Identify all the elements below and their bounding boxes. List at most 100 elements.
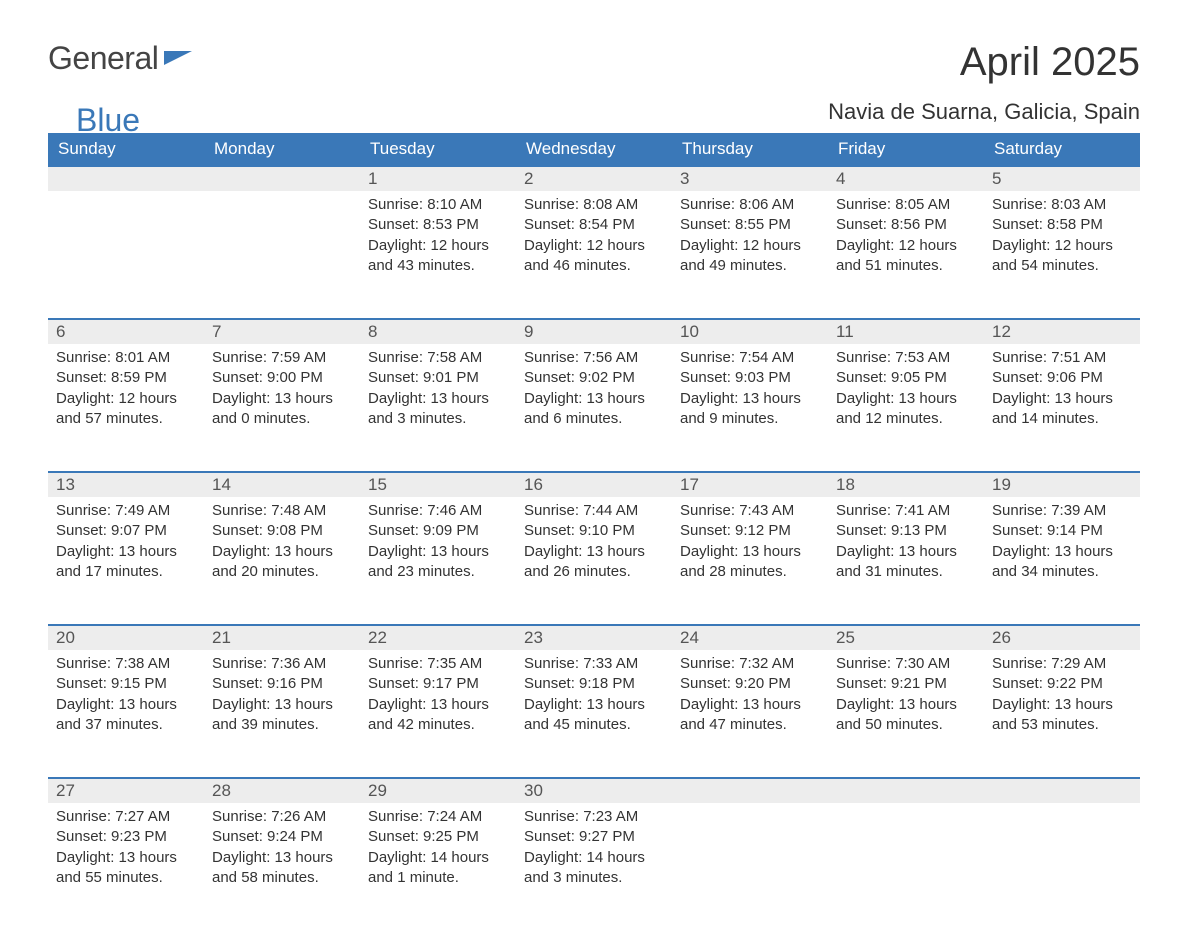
- day-content-cell: Sunrise: 7:35 AMSunset: 9:17 PMDaylight:…: [360, 650, 516, 778]
- day-number-cell: 23: [516, 625, 672, 650]
- day-number-cell: [204, 166, 360, 191]
- sunset-line: Sunset: 9:17 PM: [368, 674, 508, 694]
- day-number-cell: 4: [828, 166, 984, 191]
- sunset-line: Sunset: 9:27 PM: [524, 827, 664, 847]
- sunrise-line: Sunrise: 7:56 AM: [524, 348, 664, 368]
- day-content-row: Sunrise: 7:27 AMSunset: 9:23 PMDaylight:…: [48, 803, 1140, 931]
- day-number-cell: 1: [360, 166, 516, 191]
- sunrise-line: Sunrise: 8:01 AM: [56, 348, 196, 368]
- daylight-line: Daylight: 13 hours and 9 minutes.: [680, 389, 820, 430]
- sunrise-line: Sunrise: 8:06 AM: [680, 195, 820, 215]
- daynum-row: 13141516171819: [48, 472, 1140, 497]
- day-number-cell: 21: [204, 625, 360, 650]
- sunset-line: Sunset: 9:00 PM: [212, 368, 352, 388]
- sunset-line: Sunset: 9:08 PM: [212, 521, 352, 541]
- day-number-cell: 14: [204, 472, 360, 497]
- day-content-cell: Sunrise: 7:26 AMSunset: 9:24 PMDaylight:…: [204, 803, 360, 931]
- sunrise-line: Sunrise: 7:23 AM: [524, 807, 664, 827]
- day-content-row: Sunrise: 7:49 AMSunset: 9:07 PMDaylight:…: [48, 497, 1140, 625]
- daylight-line: Daylight: 13 hours and 14 minutes.: [992, 389, 1132, 430]
- day-number-cell: 29: [360, 778, 516, 803]
- day-content-cell: Sunrise: 7:29 AMSunset: 9:22 PMDaylight:…: [984, 650, 1140, 778]
- day-number-cell: 27: [48, 778, 204, 803]
- day-content-cell: Sunrise: 7:59 AMSunset: 9:00 PMDaylight:…: [204, 344, 360, 472]
- sunrise-line: Sunrise: 7:53 AM: [836, 348, 976, 368]
- sunset-line: Sunset: 9:24 PM: [212, 827, 352, 847]
- brand-logo: General: [48, 40, 192, 77]
- sunrise-line: Sunrise: 7:36 AM: [212, 654, 352, 674]
- day-number-cell: [672, 778, 828, 803]
- day-content-cell: Sunrise: 8:10 AMSunset: 8:53 PMDaylight:…: [360, 191, 516, 319]
- day-content-cell: Sunrise: 8:05 AMSunset: 8:56 PMDaylight:…: [828, 191, 984, 319]
- day-content-cell: [204, 191, 360, 319]
- daylight-line: Daylight: 13 hours and 55 minutes.: [56, 848, 196, 889]
- day-number-cell: 9: [516, 319, 672, 344]
- calendar-table: Sunday Monday Tuesday Wednesday Thursday…: [48, 133, 1140, 931]
- day-content-cell: [984, 803, 1140, 931]
- weekday-header: Wednesday: [516, 133, 672, 166]
- day-content-cell: Sunrise: 8:01 AMSunset: 8:59 PMDaylight:…: [48, 344, 204, 472]
- daylight-line: Daylight: 13 hours and 47 minutes.: [680, 695, 820, 736]
- location-label: Navia de Suarna, Galicia, Spain: [828, 99, 1140, 125]
- day-number-cell: 7: [204, 319, 360, 344]
- day-content-cell: Sunrise: 8:08 AMSunset: 8:54 PMDaylight:…: [516, 191, 672, 319]
- daylight-line: Daylight: 13 hours and 31 minutes.: [836, 542, 976, 583]
- weekday-header: Saturday: [984, 133, 1140, 166]
- day-number-cell: 17: [672, 472, 828, 497]
- weekday-header: Friday: [828, 133, 984, 166]
- sunrise-line: Sunrise: 7:41 AM: [836, 501, 976, 521]
- weekday-header: Thursday: [672, 133, 828, 166]
- sunrise-line: Sunrise: 7:46 AM: [368, 501, 508, 521]
- daylight-line: Daylight: 13 hours and 39 minutes.: [212, 695, 352, 736]
- day-number-cell: 10: [672, 319, 828, 344]
- daylight-line: Daylight: 12 hours and 49 minutes.: [680, 236, 820, 277]
- daylight-line: Daylight: 13 hours and 37 minutes.: [56, 695, 196, 736]
- sunset-line: Sunset: 9:10 PM: [524, 521, 664, 541]
- sunset-line: Sunset: 9:09 PM: [368, 521, 508, 541]
- day-number-cell: 2: [516, 166, 672, 191]
- day-number-cell: 30: [516, 778, 672, 803]
- daylight-line: Daylight: 13 hours and 53 minutes.: [992, 695, 1132, 736]
- day-content-row: Sunrise: 7:38 AMSunset: 9:15 PMDaylight:…: [48, 650, 1140, 778]
- sunrise-line: Sunrise: 7:54 AM: [680, 348, 820, 368]
- daylight-line: Daylight: 13 hours and 6 minutes.: [524, 389, 664, 430]
- sunset-line: Sunset: 9:14 PM: [992, 521, 1132, 541]
- sunrise-line: Sunrise: 7:29 AM: [992, 654, 1132, 674]
- daylight-line: Daylight: 13 hours and 17 minutes.: [56, 542, 196, 583]
- day-content-cell: Sunrise: 7:41 AMSunset: 9:13 PMDaylight:…: [828, 497, 984, 625]
- sunrise-line: Sunrise: 7:32 AM: [680, 654, 820, 674]
- day-number-cell: 12: [984, 319, 1140, 344]
- weekday-header: Tuesday: [360, 133, 516, 166]
- day-content-row: Sunrise: 8:10 AMSunset: 8:53 PMDaylight:…: [48, 191, 1140, 319]
- day-content-cell: [672, 803, 828, 931]
- sunset-line: Sunset: 9:25 PM: [368, 827, 508, 847]
- daynum-row: 20212223242526: [48, 625, 1140, 650]
- sunrise-line: Sunrise: 7:26 AM: [212, 807, 352, 827]
- sunset-line: Sunset: 8:54 PM: [524, 215, 664, 235]
- daylight-line: Daylight: 13 hours and 3 minutes.: [368, 389, 508, 430]
- sunset-line: Sunset: 9:21 PM: [836, 674, 976, 694]
- sunrise-line: Sunrise: 8:03 AM: [992, 195, 1132, 215]
- day-content-cell: Sunrise: 7:43 AMSunset: 9:12 PMDaylight:…: [672, 497, 828, 625]
- sunset-line: Sunset: 9:15 PM: [56, 674, 196, 694]
- day-number-cell: 5: [984, 166, 1140, 191]
- sunrise-line: Sunrise: 7:33 AM: [524, 654, 664, 674]
- sunrise-line: Sunrise: 8:08 AM: [524, 195, 664, 215]
- day-content-cell: Sunrise: 7:33 AMSunset: 9:18 PMDaylight:…: [516, 650, 672, 778]
- weekday-header-row: Sunday Monday Tuesday Wednesday Thursday…: [48, 133, 1140, 166]
- sunrise-line: Sunrise: 7:38 AM: [56, 654, 196, 674]
- day-content-cell: Sunrise: 7:46 AMSunset: 9:09 PMDaylight:…: [360, 497, 516, 625]
- day-content-cell: Sunrise: 7:23 AMSunset: 9:27 PMDaylight:…: [516, 803, 672, 931]
- sunset-line: Sunset: 9:03 PM: [680, 368, 820, 388]
- daylight-line: Daylight: 13 hours and 42 minutes.: [368, 695, 508, 736]
- daynum-row: 12345: [48, 166, 1140, 191]
- day-content-cell: Sunrise: 7:54 AMSunset: 9:03 PMDaylight:…: [672, 344, 828, 472]
- day-number-cell: 28: [204, 778, 360, 803]
- daylight-line: Daylight: 13 hours and 50 minutes.: [836, 695, 976, 736]
- daylight-line: Daylight: 13 hours and 12 minutes.: [836, 389, 976, 430]
- sunrise-line: Sunrise: 7:27 AM: [56, 807, 196, 827]
- sunset-line: Sunset: 9:13 PM: [836, 521, 976, 541]
- day-number-cell: 24: [672, 625, 828, 650]
- sunrise-line: Sunrise: 7:58 AM: [368, 348, 508, 368]
- sunset-line: Sunset: 9:01 PM: [368, 368, 508, 388]
